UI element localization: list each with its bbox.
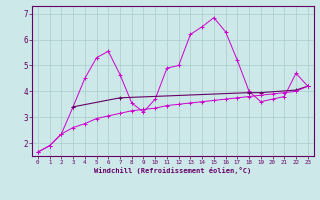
X-axis label: Windchill (Refroidissement éolien,°C): Windchill (Refroidissement éolien,°C) [94,167,252,174]
